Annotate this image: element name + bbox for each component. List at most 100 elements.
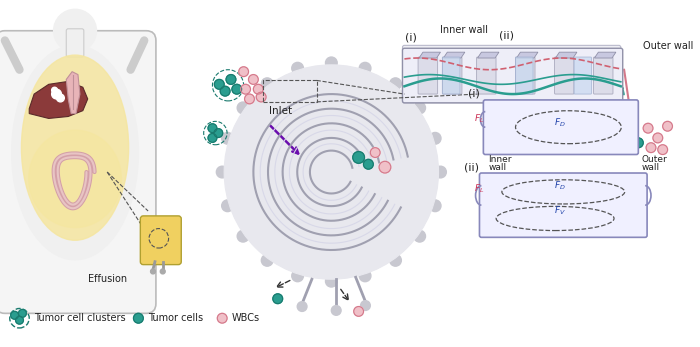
Text: wall: wall: [641, 163, 659, 172]
Circle shape: [359, 62, 371, 74]
Circle shape: [390, 78, 401, 90]
FancyBboxPatch shape: [554, 57, 574, 94]
Ellipse shape: [29, 130, 121, 228]
Circle shape: [609, 121, 623, 135]
Polygon shape: [477, 52, 499, 58]
Circle shape: [496, 220, 503, 227]
Circle shape: [239, 67, 248, 77]
Text: (i): (i): [405, 33, 417, 42]
Circle shape: [153, 235, 159, 241]
Circle shape: [634, 138, 643, 148]
Circle shape: [54, 9, 97, 52]
Circle shape: [429, 133, 441, 144]
Circle shape: [663, 121, 673, 131]
FancyBboxPatch shape: [414, 57, 609, 91]
Circle shape: [490, 225, 496, 232]
Circle shape: [298, 302, 307, 311]
Circle shape: [653, 133, 663, 143]
Text: Effusion: Effusion: [88, 274, 127, 284]
Circle shape: [160, 269, 165, 274]
Circle shape: [643, 123, 653, 133]
Circle shape: [248, 75, 258, 84]
Circle shape: [226, 75, 236, 84]
Circle shape: [150, 240, 155, 245]
Circle shape: [494, 135, 500, 141]
Circle shape: [494, 203, 500, 210]
Text: $F_V$: $F_V$: [554, 205, 566, 218]
Circle shape: [494, 188, 500, 195]
Circle shape: [435, 166, 447, 178]
Circle shape: [224, 65, 438, 279]
Polygon shape: [419, 52, 440, 58]
FancyBboxPatch shape: [402, 48, 623, 103]
Circle shape: [261, 78, 273, 90]
Circle shape: [379, 161, 391, 173]
Circle shape: [498, 227, 504, 234]
FancyBboxPatch shape: [515, 57, 535, 94]
Circle shape: [506, 127, 513, 134]
Circle shape: [491, 193, 498, 200]
Circle shape: [354, 306, 363, 316]
Circle shape: [220, 86, 230, 96]
Circle shape: [414, 102, 426, 114]
Circle shape: [490, 214, 496, 221]
Circle shape: [222, 133, 233, 144]
Circle shape: [256, 92, 266, 102]
Circle shape: [244, 94, 254, 104]
Circle shape: [222, 200, 233, 212]
Circle shape: [208, 124, 217, 133]
Polygon shape: [443, 52, 465, 58]
Circle shape: [390, 254, 401, 266]
Circle shape: [429, 200, 441, 212]
Circle shape: [292, 62, 304, 74]
Polygon shape: [517, 52, 538, 58]
Text: Inner: Inner: [488, 155, 512, 164]
Circle shape: [586, 129, 596, 139]
Circle shape: [594, 129, 603, 139]
Text: Inner wall: Inner wall: [440, 25, 488, 35]
Circle shape: [253, 84, 263, 94]
Circle shape: [232, 84, 242, 94]
Circle shape: [237, 230, 249, 242]
FancyBboxPatch shape: [442, 57, 462, 94]
Polygon shape: [29, 82, 88, 118]
Circle shape: [353, 152, 365, 163]
Circle shape: [214, 129, 223, 137]
Circle shape: [326, 57, 337, 69]
Circle shape: [216, 166, 228, 178]
FancyBboxPatch shape: [594, 57, 613, 94]
Circle shape: [584, 133, 594, 143]
Text: $F_L$: $F_L$: [474, 112, 484, 125]
Ellipse shape: [22, 55, 129, 240]
Text: Tumor cell clusters: Tumor cell clusters: [34, 313, 126, 323]
Circle shape: [134, 313, 143, 323]
Circle shape: [614, 132, 626, 144]
Polygon shape: [594, 52, 616, 58]
Circle shape: [624, 126, 634, 136]
FancyBboxPatch shape: [140, 216, 181, 265]
Circle shape: [52, 87, 57, 93]
FancyBboxPatch shape: [477, 57, 496, 94]
Polygon shape: [66, 72, 80, 113]
Text: (ii): (ii): [499, 31, 514, 41]
FancyBboxPatch shape: [484, 100, 638, 154]
Text: Outer wall: Outer wall: [643, 41, 694, 51]
Circle shape: [620, 185, 634, 198]
Circle shape: [15, 316, 23, 324]
Circle shape: [503, 137, 509, 144]
Circle shape: [646, 143, 656, 153]
FancyBboxPatch shape: [418, 57, 438, 94]
Circle shape: [208, 134, 217, 142]
FancyBboxPatch shape: [0, 31, 156, 313]
FancyBboxPatch shape: [574, 57, 592, 94]
Circle shape: [150, 269, 155, 274]
Circle shape: [331, 306, 341, 315]
Circle shape: [273, 294, 283, 304]
Circle shape: [414, 230, 426, 242]
Circle shape: [292, 270, 304, 282]
FancyBboxPatch shape: [442, 57, 460, 94]
Circle shape: [10, 311, 18, 319]
Circle shape: [494, 123, 500, 130]
Circle shape: [370, 148, 380, 158]
FancyBboxPatch shape: [515, 57, 533, 94]
